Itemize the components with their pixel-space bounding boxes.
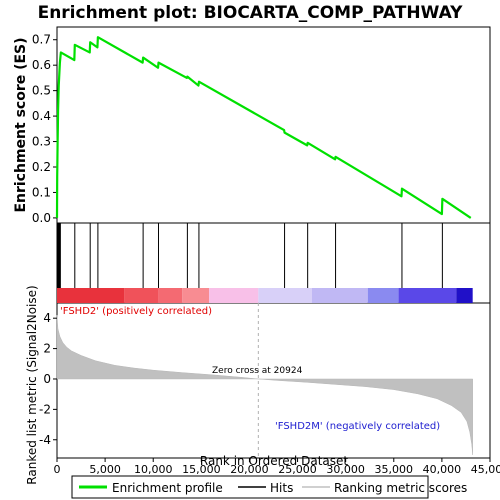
metric-y-tick-label: -2 — [39, 402, 51, 416]
legend-label-hits: Hits — [270, 481, 293, 495]
es-y-axis-label: Enrichment score (ES) — [13, 37, 29, 212]
metric-layer — [56, 303, 473, 458]
metric-y-ticks: -4 -2 0 2 4 — [39, 311, 57, 447]
x-tick-label: 20,000 — [230, 463, 269, 476]
color-bar-segment — [57, 288, 125, 303]
es-curve-layer — [55, 36, 472, 219]
legend-label-enrichment-profile: Enrichment profile — [112, 481, 223, 495]
x-tick-label: 10,000 — [134, 463, 173, 476]
es-y-tick-label: 0.2 — [32, 160, 51, 174]
color-bar-segment — [398, 288, 457, 303]
x-tick-label: 35,000 — [375, 463, 414, 476]
es-y-tick-label: 0.5 — [32, 84, 51, 98]
chart-title: Enrichment plot: BIOCARTA_COMP_PATHWAY — [38, 3, 464, 23]
color-bar-segment — [209, 288, 259, 303]
x-axis-label: Rank in Ordered Dataset — [200, 454, 348, 468]
metric-y-tick-label: 4 — [43, 311, 51, 325]
hits-layer — [57, 223, 443, 288]
ranking-color-bar — [57, 288, 473, 303]
es-y-ticks: 0.0 0.1 0.2 0.3 0.4 0.5 0.6 0.7 — [32, 33, 57, 225]
enrichment-profile-line — [55, 36, 472, 219]
color-bar-segment — [158, 288, 183, 303]
color-bar-segment — [311, 288, 368, 303]
x-tick-label: 45,000 — [471, 463, 500, 476]
es-y-tick-label: 0.1 — [32, 185, 51, 199]
negative-correlation-label: 'FSHD2M' (negatively correlated) — [275, 421, 440, 432]
x-tick-label: 0 — [54, 463, 61, 476]
zero-cross-label: Zero cross at 20924 — [212, 366, 303, 376]
ranking-metric-area — [56, 315, 473, 455]
x-tick-label: 40,000 — [423, 463, 462, 476]
es-y-tick-label: 0.7 — [32, 33, 51, 47]
metric-y-tick-label: 2 — [43, 342, 51, 356]
x-tick-label: 15,000 — [182, 463, 221, 476]
es-y-tick-label: 0.3 — [32, 135, 51, 149]
positive-correlation-label: 'FSHD2' (positively correlated) — [60, 306, 212, 317]
x-tick-label: 30,000 — [326, 463, 365, 476]
metric-y-tick-label: -4 — [39, 433, 51, 447]
es-y-tick-label: 0.0 — [32, 211, 51, 225]
color-bar-segment — [124, 288, 159, 303]
x-axis-ticks: 0 5,000 10,000 15,000 20,000 25,000 30,000 35,0… — [54, 458, 500, 476]
color-bar-segment — [182, 288, 210, 303]
color-bar-segment — [367, 288, 399, 303]
es-y-tick-label: 0.6 — [32, 58, 51, 72]
color-bar-segment — [456, 288, 473, 303]
color-bar-segment — [258, 288, 312, 303]
metric-y-tick-label: 0 — [43, 372, 51, 386]
es-y-tick-label: 0.4 — [32, 109, 51, 123]
metric-y-axis-label: Ranked list metric (Signal2Noise) — [25, 285, 39, 484]
x-tick-label: 5,000 — [89, 463, 121, 476]
x-tick-label: 25,000 — [278, 463, 317, 476]
legend-label-ranking-metric: Ranking metric scores — [334, 481, 467, 495]
